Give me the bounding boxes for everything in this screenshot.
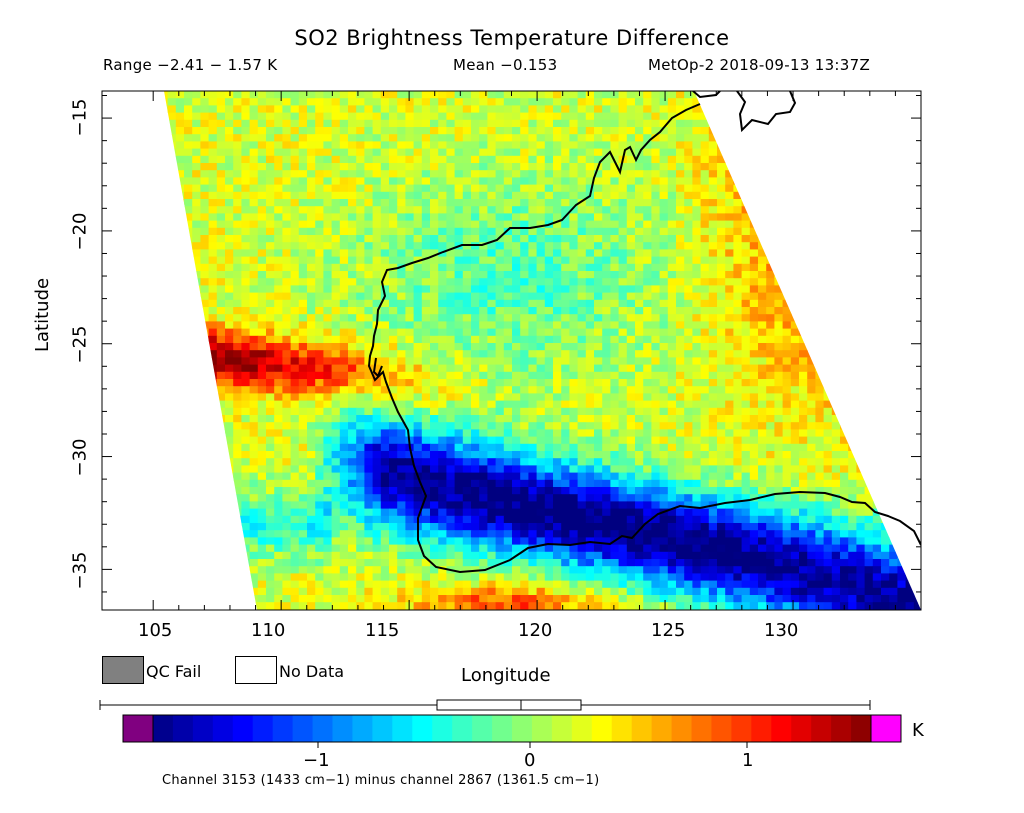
mean-text: Mean −0.153 <box>453 56 558 74</box>
qc-fail-swatch <box>102 656 144 684</box>
qc-fail-label: QC Fail <box>146 662 202 681</box>
so2-field <box>164 91 921 610</box>
no-data-swatch <box>235 656 277 684</box>
colorbar-underflow <box>122 714 154 743</box>
no-data-label: No Data <box>279 662 345 681</box>
x-tick-label: 115 <box>365 620 400 641</box>
channel-footnote: Channel 3153 (1433 cm−1) minus channel 2… <box>162 773 600 788</box>
colorbar-box-marker <box>436 699 582 711</box>
x-tick-label: 110 <box>251 620 286 641</box>
colorbar-tick-label: −1 <box>303 750 330 771</box>
range-text: Range −2.41 − 1.57 K <box>103 56 278 74</box>
coastline <box>367 91 921 574</box>
axis-ticks <box>102 91 921 610</box>
colorbar-unit: K <box>912 720 924 741</box>
colorbar-tick-label: 0 <box>524 750 536 771</box>
x-tick-label: 130 <box>764 620 799 641</box>
x-tick-label: 105 <box>138 620 173 641</box>
satellite-text: MetOp-2 2018-09-13 13:37Z <box>648 56 871 74</box>
x-axis-label: Longitude <box>461 665 551 686</box>
colorbar-tick-label: 1 <box>742 750 754 771</box>
x-tick-label: 125 <box>651 620 686 641</box>
colorbar-overflow <box>870 714 902 743</box>
x-tick-label: 120 <box>518 620 553 641</box>
chart-title: SO2 Brightness Temperature Difference <box>294 26 730 50</box>
colorbar <box>153 715 872 742</box>
